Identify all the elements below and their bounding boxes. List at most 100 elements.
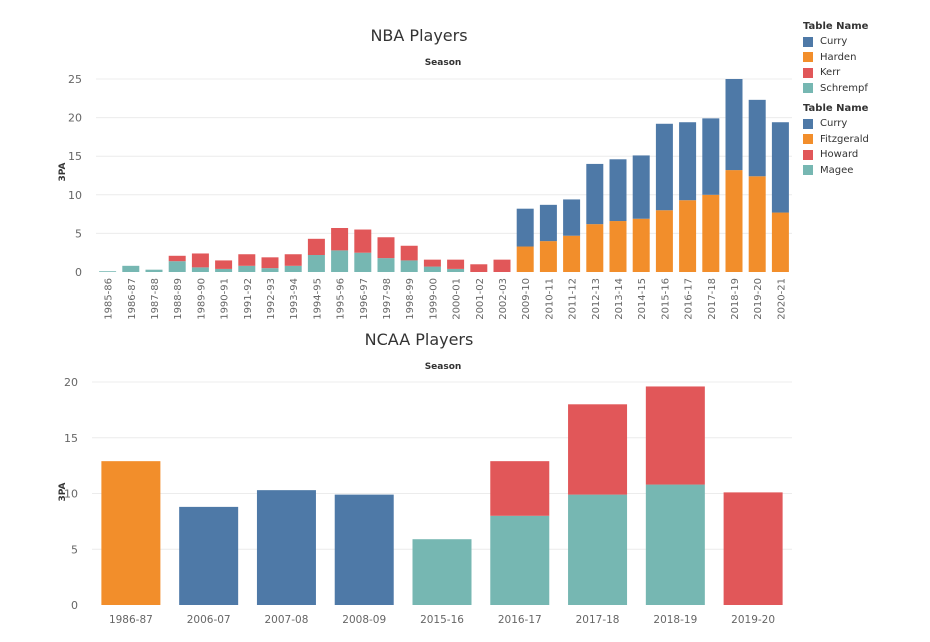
legend-label: Curry	[820, 118, 848, 129]
legend-item-magee[interactable]: Magee	[803, 163, 869, 179]
nba-bar-schrempf	[400, 260, 418, 272]
nba-y-axis-label: 3PA	[58, 162, 68, 181]
legend-swatch	[803, 67, 813, 78]
nba-chart-title: NBA Players	[370, 26, 467, 45]
nba-bar-schrempf	[145, 269, 163, 272]
nba-bar-curry	[702, 118, 720, 195]
legend-swatch	[803, 165, 813, 176]
nba-x-tick-label: 2016-17	[684, 278, 695, 320]
nba-y-tick-label: 0	[75, 266, 82, 279]
nba-y-tick-label: 25	[68, 73, 82, 86]
nba-bar-kerr	[377, 237, 395, 259]
nba-bar-curry	[632, 155, 650, 219]
nba-x-tick-label: 2009-10	[521, 278, 532, 320]
ncaa-x-tick-label: 2017-18	[576, 614, 620, 626]
ncaa-bar-curry	[256, 490, 316, 605]
nba-x-tick-label: 2000-01	[452, 278, 463, 320]
nba-y-tick-label: 20	[68, 112, 82, 125]
nba-bar-kerr	[423, 259, 441, 267]
nba-x-tick-label: 2011-12	[568, 278, 579, 320]
nba-y-tick-label: 10	[68, 189, 82, 202]
nba-bar-harden	[748, 176, 766, 272]
ncaa-x-tick-label: 2008-09	[342, 614, 386, 626]
legend-title: Table Name	[803, 103, 869, 114]
ncaa-y-axis-label: 3PA	[58, 482, 68, 501]
ncaa-chart: NCAA Players Season 3PA 0 5 10 15 20 1986-87…	[58, 330, 792, 626]
legend-item-schrempf[interactable]: Schrempf	[803, 81, 868, 97]
nba-chart-subtitle: Season	[425, 58, 462, 68]
nba-bar-curry	[748, 99, 766, 177]
ncaa-y-tick-label: 15	[64, 432, 78, 445]
nba-x-tick-label: 2013-14	[614, 278, 625, 320]
nba-bar-harden	[632, 218, 650, 272]
nba-bar-curry	[679, 122, 697, 201]
nba-bar-harden	[609, 221, 627, 272]
nba-x-tick-label: 2020-21	[776, 278, 787, 320]
legend-item-curry[interactable]: Curry	[803, 34, 868, 50]
nba-bar-schrempf	[238, 265, 256, 272]
ncaa-bar-howard	[723, 492, 783, 605]
nba-x-tick-label: 1989-90	[196, 278, 207, 320]
ncaa-bar-fitzgerald	[101, 461, 161, 605]
ncaa-bars	[101, 386, 783, 605]
nba-bar-harden	[539, 241, 557, 272]
ncaa-x-tick-label: 2015-16	[420, 614, 464, 626]
nba-bar-curry	[609, 159, 627, 222]
legend-item-kerr[interactable]: Kerr	[803, 65, 868, 81]
ncaa-y-tick-label: 20	[64, 376, 78, 389]
nba-bar-harden	[702, 194, 720, 272]
legend-label: Howard	[820, 149, 859, 160]
legend-label: Curry	[820, 36, 848, 47]
legend-nba: Table Name Curry Harden Kerr Schrempf	[803, 20, 868, 96]
nba-x-ticks: 1985-86 1986-87 1987-88 1988-89 1989-90 1990-…	[104, 278, 788, 320]
legend-item-howard[interactable]: Howard	[803, 147, 869, 163]
nba-x-tick-label: 2018-19	[730, 278, 741, 320]
nba-bar-harden	[586, 224, 604, 272]
nba-bar-curry	[655, 123, 673, 211]
nba-bar-kerr	[168, 255, 186, 262]
legend-item-curry[interactable]: Curry	[803, 116, 869, 132]
ncaa-y-ticks: 0 5 10 15 20	[64, 376, 78, 612]
nba-bar-schrempf	[122, 265, 140, 272]
nba-chart: NBA Players Season 3PA 0 5 10 15 20 25 1985-8…	[58, 26, 792, 320]
ncaa-x-tick-label: 2007-08	[265, 614, 309, 626]
nba-bar-kerr	[307, 238, 325, 256]
ncaa-bar-magee	[412, 539, 472, 605]
legend-item-fitzgerald[interactable]: Fitzgerald	[803, 132, 869, 148]
legend-swatch	[803, 149, 813, 160]
nba-x-tick-label: 2010-11	[544, 278, 555, 320]
nba-x-tick-label: 1999-00	[428, 278, 439, 320]
nba-bar-harden	[516, 246, 534, 272]
nba-bar-curry	[771, 122, 789, 213]
nba-bar-schrempf	[261, 268, 279, 272]
nba-bar-harden	[655, 210, 673, 272]
nba-bar-curry	[586, 163, 604, 225]
nba-y-tick-label: 5	[75, 227, 82, 240]
nba-x-tick-label: 1985-86	[104, 278, 115, 320]
ncaa-bar-howard	[568, 404, 628, 495]
ncaa-x-tick-label: 1986-87	[109, 614, 153, 626]
legend-swatch	[803, 134, 813, 145]
nba-bars	[99, 79, 789, 272]
nba-x-tick-label: 1991-92	[243, 278, 254, 320]
nba-bar-schrempf	[377, 258, 395, 272]
legend-item-harden[interactable]: Harden	[803, 50, 868, 66]
nba-x-tick-label: 2001-02	[475, 278, 486, 320]
nba-y-tick-label: 15	[68, 150, 82, 163]
nba-bar-harden	[725, 170, 743, 272]
legend-ncaa: Table Name Curry Fitzgerald Howard Magee	[803, 102, 869, 178]
nba-bar-kerr	[331, 227, 349, 251]
nba-x-tick-label: 1997-98	[382, 278, 393, 320]
ncaa-bar-magee	[645, 484, 705, 605]
nba-gridlines	[96, 78, 792, 234]
nba-bar-schrempf	[99, 271, 117, 272]
nba-x-tick-label: 1992-93	[266, 278, 277, 320]
legend-swatch	[803, 36, 813, 47]
ncaa-chart-subtitle: Season	[425, 362, 462, 372]
ncaa-bar-magee	[568, 494, 628, 605]
legend-label: Kerr	[820, 67, 841, 78]
nba-bar-schrempf	[447, 268, 465, 272]
nba-x-tick-label: 1986-87	[127, 278, 138, 320]
nba-bar-schrempf	[284, 265, 302, 272]
ncaa-x-tick-label: 2006-07	[187, 614, 231, 626]
